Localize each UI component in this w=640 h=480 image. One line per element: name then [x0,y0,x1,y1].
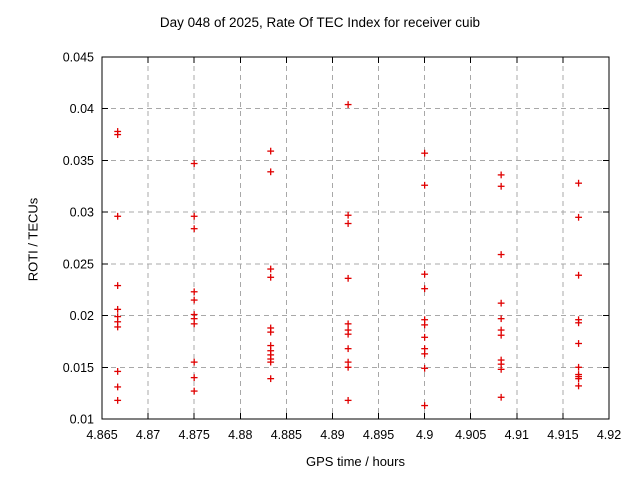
data-point-marker [497,393,505,401]
data-point-marker [114,383,122,391]
data-point-marker [267,358,275,366]
data-point-marker [421,270,429,278]
x-tick-label: 4.885 [271,428,302,442]
data-point-marker [267,265,275,273]
x-tick-label: 4.92 [597,428,621,442]
data-point-marker [497,251,505,258]
data-point-marker [190,160,198,167]
y-tick-label: 0.04 [70,102,94,116]
data-point-marker [114,396,122,404]
data-point-marker [344,274,352,282]
data-point-marker [267,375,275,383]
data-point-marker [190,212,198,220]
data-point-marker [421,181,429,189]
data-point-marker [575,179,582,187]
x-tick-label: 4.895 [363,428,394,442]
y-tick-label: 0.01 [70,413,94,427]
data-point-marker [114,212,122,220]
data-point-marker [497,315,505,323]
data-point-marker [497,182,505,190]
plot-border [101,56,610,420]
data-point-marker [421,321,429,329]
data-point-marker [344,220,352,227]
x-tick-label: 4.91 [505,428,529,442]
x-tick-label: 4.88 [228,428,252,442]
y-tick-label: 0.015 [63,361,94,375]
data-point-marker [114,131,122,138]
data-point-marker [575,319,582,327]
x-tick-label: 4.87 [136,428,160,442]
data-point-marker [267,328,275,336]
x-axis-label: GPS time / hours [306,454,405,469]
y-tick-label: 0.045 [63,51,94,65]
data-point-marker [267,147,275,155]
data-point-marker [497,365,505,373]
data-point-marker [421,364,429,372]
data-point-marker [114,305,122,313]
data-point-marker [421,149,429,157]
data-point-marker [575,271,582,279]
x-tick-label: 4.9 [416,428,433,442]
data-point-marker [421,285,429,293]
data-point-marker [267,273,275,281]
data-point-marker [575,213,582,221]
x-tick-label: 4.915 [547,428,578,442]
data-point-marker [190,288,198,296]
data-point-marker [344,211,352,219]
y-tick-label: 0.025 [63,257,94,271]
data-point-marker [497,331,505,339]
data-point-marker [421,333,429,341]
y-tick-label: 0.035 [63,154,94,168]
y-tick-label: 0.03 [70,206,94,220]
data-point-marker [497,299,505,307]
y-tick-label: 0.02 [70,309,94,323]
data-point-marker [344,345,352,353]
data-point-marker [575,375,582,383]
data-point-marker [575,382,582,390]
data-point-marker [575,363,582,371]
data-point-marker [344,320,352,328]
data-point-marker [344,330,352,338]
data-point-marker [114,282,122,289]
data-point-marker [190,225,198,233]
data-point-marker [421,402,429,409]
data-point-marker [190,374,198,382]
x-tick-label: 4.875 [179,428,210,442]
data-point-marker [575,340,582,347]
data-point-marker [497,171,505,179]
x-tick-label: 4.89 [320,428,344,442]
x-tick-label: 4.905 [455,428,486,442]
data-point-marker [190,296,198,304]
chart-title: Day 048 of 2025, Rate Of TEC Index for r… [159,15,481,30]
x-tick-label: 4.865 [86,428,117,442]
data-point-marker [267,168,275,176]
data-point-marker [190,387,198,395]
data-point-marker [190,320,198,328]
data-point-marker [344,101,352,108]
data-point-marker [344,363,352,371]
data-point-marker [114,368,122,375]
data-point-marker [344,396,352,404]
data-point-marker [421,350,429,358]
data-point-marker [190,358,198,366]
data-point-marker [114,323,122,331]
